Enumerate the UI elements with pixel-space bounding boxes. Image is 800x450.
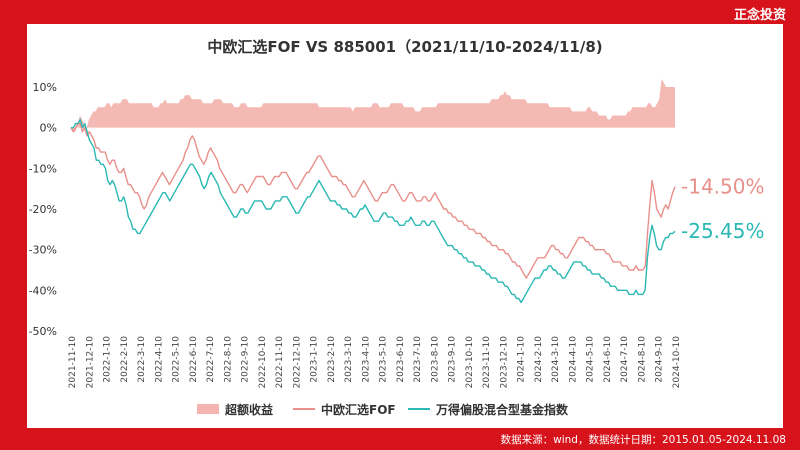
end-label-index: -25.45% — [681, 219, 764, 243]
x-tick-label: 2024-5-10 — [586, 336, 596, 383]
x-tick-label: 2022-12-10 — [292, 336, 302, 389]
x-tick-label: 2023-4-10 — [361, 336, 371, 383]
x-tick-label: 2023-6-10 — [396, 336, 406, 383]
x-tick-label: 2023-11-10 — [482, 336, 492, 389]
x-tick-label: 2023-1-10 — [310, 336, 320, 383]
x-tick-label: 2023-8-10 — [430, 336, 440, 383]
x-tick-label: 2023-10-10 — [465, 336, 475, 389]
end-labels: -14.50% -25.45% — [681, 175, 764, 244]
x-tick-label: 2021-12-10 — [85, 336, 95, 389]
x-tick-label: 2023-12-10 — [499, 336, 509, 389]
legend-item-index: 万得偏股混合型基金指数 — [408, 402, 569, 417]
x-tick-label: 2023-2-10 — [327, 336, 337, 383]
y-tick-label: -50% — [29, 325, 57, 338]
x-tick-label: 2024-4-10 — [568, 336, 578, 383]
legend-label: 万得偏股混合型基金指数 — [435, 402, 569, 417]
y-tick-label: -40% — [29, 284, 57, 297]
brand-label: 正念投资 — [733, 8, 786, 23]
x-tick-label: 2022-7-10 — [206, 336, 216, 383]
chart-title: 中欧汇选FOF VS 885001（2021/11/10-2024/11/8) — [207, 38, 603, 56]
legend: 超额收益 中欧汇选FOF 万得偏股混合型基金指数 — [197, 402, 569, 417]
source-note: 数据来源：wind，数据统计日期：2015.01.05-2024.11.08 — [500, 434, 786, 446]
x-tick-label: 2022-3-10 — [137, 336, 147, 383]
legend-item-excess: 超额收益 — [197, 402, 273, 417]
x-tick-label: 2024-7-10 — [620, 336, 630, 383]
line-chart: 10%0%-10%-20%-30%-40%-50% 2021-11-10 2021… — [29, 78, 764, 417]
x-tick-label: 2024-2-10 — [534, 336, 544, 383]
x-tick-label: 2022-2-10 — [120, 336, 130, 383]
y-tick-label: -20% — [29, 203, 57, 216]
x-tick-label: 2024-6-10 — [603, 336, 613, 383]
x-tick-label: 2022-9-10 — [241, 336, 251, 383]
x-tick-label: 2023-5-10 — [379, 336, 389, 383]
y-tick-label: -30% — [29, 244, 57, 257]
x-tick-label: 2024-3-10 — [551, 336, 561, 383]
plot-area — [70, 78, 676, 304]
x-tick-label: 2022-1-10 — [103, 336, 113, 383]
x-tick-label: 2024-8-10 — [637, 336, 647, 383]
end-label-fof: -14.50% — [681, 175, 764, 199]
x-tick-label: 2023-9-10 — [448, 336, 458, 383]
x-tick-label: 2022-11-10 — [275, 336, 285, 389]
x-tick-label: 2023-7-10 — [413, 336, 423, 383]
x-tick-label: 2023-3-10 — [344, 336, 354, 383]
x-tick-label: 2022-10-10 — [258, 336, 268, 389]
series-line-fof — [70, 122, 676, 279]
x-tick-label: 2024-10-10 — [672, 336, 682, 389]
x-tick-label: 2022-8-10 — [223, 336, 233, 383]
legend-label: 超额收益 — [224, 402, 273, 417]
legend-swatch — [197, 404, 219, 414]
x-tick-label: 2022-5-10 — [172, 336, 182, 383]
legend-item-fof: 中欧汇选FOF — [293, 402, 396, 417]
series-area-excess — [71, 78, 675, 132]
x-tick-label: 2024-1-10 — [517, 336, 527, 383]
y-axis: 10% 0% -10% -20% -30% -40% -50% — [29, 81, 57, 338]
x-axis: 2021-11-10 2021-12-10 2022-1-10 2022-2-10 20… — [68, 336, 682, 389]
x-tick-label: 2024-9-10 — [655, 336, 665, 383]
legend-label: 中欧汇选FOF — [321, 402, 396, 417]
chart-panel: 中欧汇选FOF VS 885001（2021/11/10-2024/11/8) … — [27, 24, 783, 428]
x-tick-label: 2022-4-10 — [154, 336, 164, 383]
y-tick-label: 0% — [40, 122, 57, 135]
series-line-index — [71, 118, 676, 304]
y-tick-label: -10% — [29, 162, 57, 175]
x-tick-label: 2021-11-10 — [68, 336, 78, 389]
y-tick-label: 10% — [33, 81, 57, 94]
x-tick-label: 2022-6-10 — [189, 336, 199, 383]
